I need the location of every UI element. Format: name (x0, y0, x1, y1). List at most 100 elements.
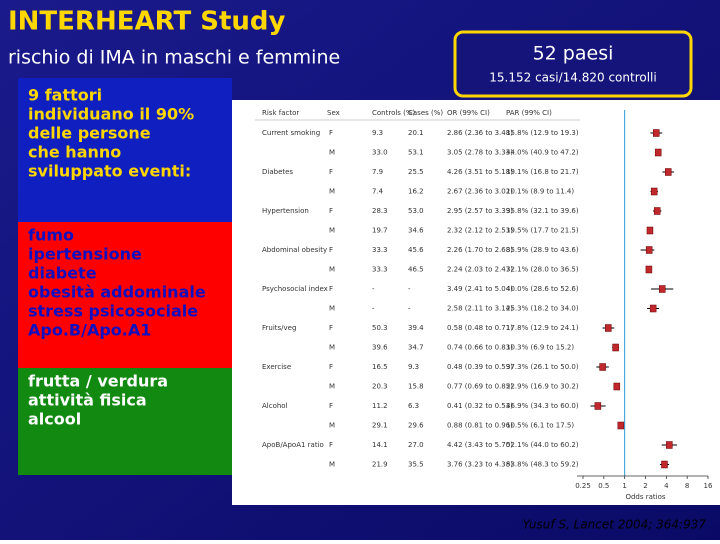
odds-ratio-point (613, 382, 621, 391)
table-cell: 2.86 (2.36 to 3.48) (447, 129, 513, 137)
table-cell: Current smoking (262, 129, 320, 137)
info-box (453, 30, 693, 98)
odds-ratio-point (658, 285, 666, 293)
table-cell: 11.2 (372, 402, 388, 410)
table-cell: 2.32 (2.12 to 2.53) (447, 227, 513, 235)
table-cell: 7.9 (372, 168, 383, 176)
table-cell: 0.58 (0.48 to 0.71) (447, 324, 513, 332)
odds-ratio-point (612, 343, 619, 352)
table-cell: 10.3% (6.9 to 15.2) (506, 344, 574, 352)
table-cell: 35.9% (28.9 to 43.6) (506, 246, 579, 254)
table-cell: 40.0% (28.6 to 52.6) (506, 285, 579, 293)
table-cell: F (329, 324, 333, 332)
table-cell: 22.9% (16.9 to 30.2) (506, 383, 579, 391)
table-cell: 17.8% (12.9 to 24.1) (506, 324, 579, 332)
panel-line: Apo.B/Apo.A1 (28, 321, 151, 340)
table-cell: 0.41 (0.32 to 0.53) (447, 402, 513, 410)
table-cell: 6.3 (408, 402, 419, 410)
table-cell: F (329, 441, 333, 449)
table-cell: - (372, 285, 375, 293)
table-cell: 0.48 (0.39 to 0.59) (447, 363, 513, 371)
odds-ratio-point (661, 460, 668, 469)
table-cell: M (329, 149, 335, 157)
table-cell: 9.3 (408, 363, 419, 371)
odds-ratio-point (594, 402, 602, 410)
citation: Yusuf S, Lancet 2004; 364:937 (523, 518, 707, 532)
table-cell: F (329, 246, 333, 254)
odds-ratio-point (599, 363, 606, 371)
odds-ratio-point (653, 207, 661, 215)
table-cell: 19.5% (17.7 to 21.5) (506, 227, 579, 235)
table-cell: 50.3 (372, 324, 388, 332)
panel-line: che hanno (28, 143, 121, 162)
panel-line: 9 fattori (28, 86, 102, 105)
table-cell: 32.1% (28.0 to 36.5) (506, 266, 579, 274)
table-cell: 10.1% (8.9 to 11.4) (506, 188, 574, 196)
table-cell: 3.05 (2.78 to 3.33) (447, 149, 513, 157)
x-tick-label: 8 (685, 482, 689, 490)
odds-ratio-point (649, 304, 657, 313)
panel-line: individuano il 90% (28, 105, 194, 124)
table-cell: 35.5 (408, 461, 424, 469)
column-header: Cases (%) (408, 109, 443, 117)
table-area (232, 100, 720, 505)
table-cell: 53.8% (48.3 to 59.2) (506, 461, 579, 469)
info-line: 52 paesi (533, 43, 614, 65)
odds-ratio-point (605, 324, 612, 332)
x-tick-label: 2 (643, 482, 647, 490)
table-cell: M (329, 461, 335, 469)
table-cell: 39.4 (408, 324, 424, 332)
table-cell: 46.9% (34.3 to 60.0) (506, 402, 579, 410)
table-cell: 7.4 (372, 188, 384, 196)
panel-line: delle persone (28, 124, 151, 143)
table-cell: 21.9 (372, 461, 388, 469)
table-cell: 34.6 (408, 227, 424, 235)
x-tick-label: 0.25 (575, 482, 591, 490)
table-cell: 15.8% (12.9 to 19.3) (506, 129, 579, 137)
odds-ratio-point (617, 421, 625, 430)
table-cell: Fruits/veg (262, 324, 296, 332)
panel-line: stress psicosociale (28, 302, 198, 321)
odds-ratio-point (666, 441, 673, 449)
table-cell: 52.1% (44.0 to 60.2) (506, 441, 579, 449)
table-cell: 2.58 (2.11 to 3.14) (447, 305, 513, 313)
table-cell: 53.1 (408, 149, 424, 157)
column-header: Risk factor (262, 109, 299, 117)
table-cell: 4.42 (3.43 to 5.70) (447, 441, 513, 449)
panel (18, 368, 232, 475)
table-cell: 33.3 (372, 246, 388, 254)
panel (18, 78, 232, 222)
odds-ratio-point (646, 226, 654, 235)
table-cell: 2.24 (2.03 to 2.47) (447, 266, 513, 274)
table-cell: 20.1 (408, 129, 424, 137)
table-cell: 9.3 (372, 129, 383, 137)
table-cell: F (329, 129, 333, 137)
table-cell: Abdominal obesity (262, 246, 327, 254)
table-cell: M (329, 227, 335, 235)
odds-ratio-point (650, 187, 658, 196)
odds-ratio-point (645, 246, 653, 254)
panel-line: alcool (28, 410, 81, 429)
table-cell: F (329, 168, 333, 176)
info-line: 15.152 casi/14.820 controlli (489, 71, 656, 85)
table-cell: - (408, 285, 411, 293)
table-cell: 33.0 (372, 149, 388, 157)
x-axis-label: Odds ratios (625, 493, 665, 501)
panel-line: fumo (28, 226, 74, 245)
table-cell: F (329, 402, 333, 410)
table-cell: 15.8 (408, 383, 424, 391)
table-cell: Hypertension (262, 207, 309, 215)
table-cell: 20.3 (372, 383, 388, 391)
table-cell: 19.1% (16.8 to 21.7) (506, 168, 579, 176)
table-cell: 0.74 (0.66 to 0.83) (447, 344, 513, 352)
table-cell: F (329, 207, 333, 215)
odds-ratio-point (645, 265, 653, 274)
table-cell: M (329, 383, 335, 391)
table-cell: 4.26 (3.51 to 5.18) (447, 168, 513, 176)
table-cell: 34.7 (408, 344, 424, 352)
table-cell: 19.7 (372, 227, 388, 235)
panel-line: sviluppato eventi: (28, 162, 191, 181)
column-header: OR (99% CI) (447, 109, 490, 117)
table-cell: ApoB/ApoA1 ratio (262, 441, 324, 449)
